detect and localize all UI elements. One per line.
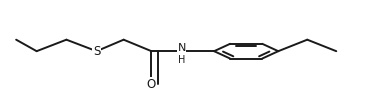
Text: N: N: [177, 43, 186, 53]
Text: S: S: [93, 45, 100, 58]
Text: H: H: [178, 55, 185, 65]
Text: O: O: [147, 77, 156, 90]
